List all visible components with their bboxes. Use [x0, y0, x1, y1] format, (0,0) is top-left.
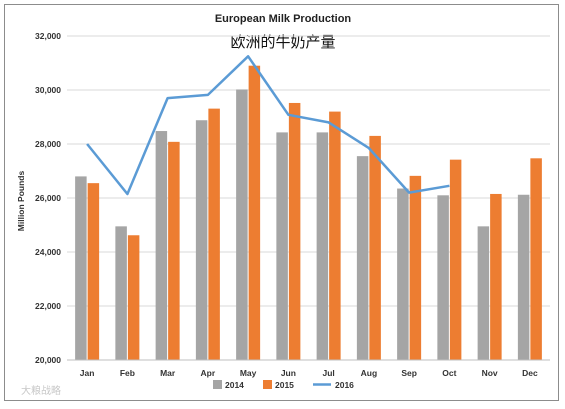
bar-2015 — [127, 235, 140, 360]
x-tick-label: Oct — [442, 368, 456, 378]
line-2016 — [86, 55, 450, 196]
chart-frame: European Milk Production 欧洲的牛奶产量 Million… — [4, 4, 559, 401]
bar-2014 — [477, 226, 490, 360]
legend-swatch-2015 — [263, 380, 272, 389]
chart-legend: 2014 2015 2016 — [213, 380, 354, 390]
bar-2014 — [316, 132, 329, 360]
bar-2015 — [369, 135, 381, 360]
y-tick-label: 32,000 — [35, 31, 61, 41]
bar-2015 — [87, 183, 100, 360]
bar-2014 — [437, 195, 449, 360]
watermark-text: 大粮战略 — [21, 384, 61, 397]
x-tick-label: Feb — [120, 368, 135, 378]
y-tick-label: 30,000 — [35, 85, 61, 95]
y-tick-label: 26,000 — [35, 193, 61, 203]
bar-2015 — [409, 175, 422, 360]
x-tick-label: Jan — [80, 368, 95, 378]
bar-2015 — [288, 102, 301, 361]
chart-title: European Milk Production — [215, 13, 352, 25]
bars-layer — [75, 65, 542, 361]
x-tick-label: Aug — [361, 368, 378, 378]
bar-2015 — [329, 111, 341, 360]
bar-2014 — [155, 131, 168, 360]
bar-2014 — [517, 194, 530, 360]
y-tick-label: 24,000 — [35, 247, 61, 257]
chart-subtitle: 欧洲的牛奶产量 — [230, 34, 335, 51]
x-tick-label: Jun — [281, 368, 296, 378]
bar-2015 — [248, 65, 261, 360]
bar-2015 — [490, 193, 502, 360]
legend-label-2015: 2015 — [275, 380, 294, 390]
bar-2014 — [397, 188, 409, 360]
legend-label-2014: 2014 — [225, 380, 244, 390]
grid-layer — [67, 35, 550, 307]
legend-swatch-2014 — [213, 380, 222, 389]
bar-2014 — [356, 156, 369, 360]
x-tick-label: May — [240, 368, 257, 378]
bar-2015 — [449, 159, 462, 360]
chart-svg: European Milk Production 欧洲的牛奶产量 Million… — [16, 13, 550, 397]
bar-2014 — [276, 132, 288, 360]
x-tick-label: Apr — [201, 368, 216, 378]
bar-2015 — [168, 141, 180, 360]
bar-2014 — [115, 226, 127, 360]
x-tick-label: Jul — [322, 368, 334, 378]
line-layer — [86, 55, 450, 196]
bar-2014 — [75, 176, 87, 360]
x-tick-label: Mar — [160, 368, 176, 378]
bar-2014 — [195, 120, 208, 361]
x-tick-label: Dec — [522, 368, 538, 378]
y-tick-label: 22,000 — [35, 301, 61, 311]
y-tick-label: 28,000 — [35, 139, 61, 149]
bar-2015 — [530, 158, 542, 360]
x-tick-label: Sep — [401, 368, 417, 378]
y-axis-label: Million Pounds — [16, 171, 26, 232]
x-tick-label: Nov — [482, 368, 498, 378]
y-tick-label: 20,000 — [35, 355, 61, 365]
axis-layer: 20,000 22,000 24,000 26,000 28,000 30,000 32,0… — [35, 31, 550, 378]
bar-2014 — [236, 89, 248, 361]
legend-label-2016: 2016 — [335, 380, 354, 390]
bar-2015 — [208, 108, 220, 360]
